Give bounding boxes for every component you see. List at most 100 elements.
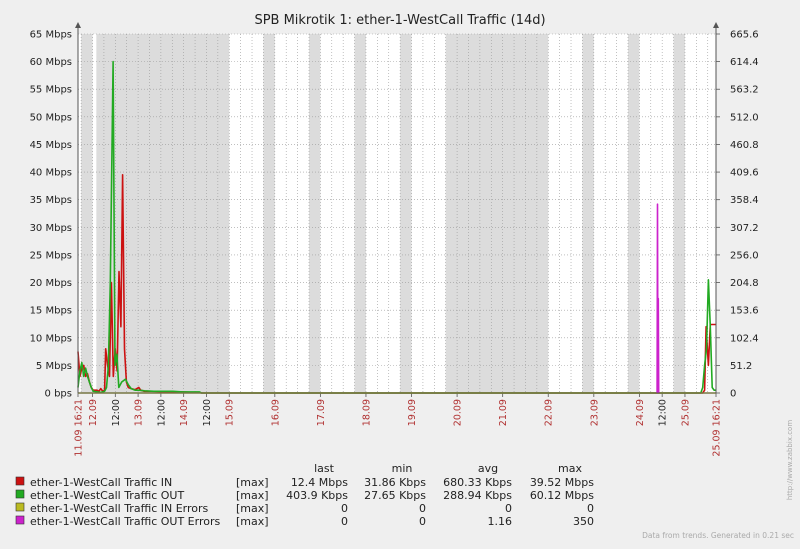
y-left-tick-label: 35 Mbps (30, 195, 72, 206)
grey-band (673, 34, 685, 393)
legend-item-name: ether-1-WestCall Traffic IN (30, 476, 172, 489)
y-left-tick-label: 40 Mbps (30, 168, 72, 179)
y-right-tick-label: 51.2 (730, 361, 752, 372)
legend-header-avg: avg (478, 462, 498, 475)
grey-band (627, 34, 640, 393)
legend-swatch (15, 502, 25, 512)
legend-value-avg: 1.16 (488, 515, 513, 528)
axis-arrow-left (75, 22, 81, 28)
grey-band (354, 34, 366, 393)
y-right-tick-label: 460.8 (730, 140, 759, 151)
legend-header-last: last (314, 462, 335, 475)
legend-value-last: 403.9 Kbps (286, 489, 348, 502)
x-tick-label: 18.09 (361, 399, 372, 426)
legend-item-agg: [max] (236, 502, 269, 515)
grey-band (81, 34, 93, 393)
legend: last min avg max ether-1-WestCall Traffic IN… (15, 462, 594, 528)
legend-swatch (15, 476, 25, 486)
chart-title: SPB Mikrotik 1: ether-1-WestCall Traffic… (254, 13, 545, 28)
series-line (77, 60, 716, 394)
legend-item-agg: [max] (236, 476, 269, 489)
y-left-tick-label: 30 Mbps (30, 223, 72, 234)
y-right-tick-label: 204.8 (730, 278, 759, 289)
legend-header-max: max (558, 462, 582, 475)
y-right-tick-label: 358.4 (730, 195, 759, 206)
y-axis-left: 0 bps 5 Mbps 10 Mbps 15 Mbps 20 Mbps 25 Mbps 3… (30, 30, 72, 400)
grey-band (263, 34, 275, 393)
grey-band (400, 34, 412, 393)
y-right-tick-label: 563.2 (730, 85, 759, 96)
y-right-tick-label: 307.2 (730, 223, 759, 234)
legend-value-avg: 288.94 Kbps (443, 489, 512, 502)
legend-header-min: min (392, 462, 413, 475)
legend-item-name: ether-1-WestCall Traffic OUT (30, 489, 184, 502)
y-left-tick-label: 5 Mbps (36, 361, 72, 372)
x-tick-label: 12.09 (88, 399, 99, 426)
y-left-tick-label: 55 Mbps (30, 85, 72, 96)
x-tick-label: 15.09 (225, 399, 236, 426)
y-left-tick-label: 65 Mbps (30, 30, 72, 41)
x-tick-label: 11.09 16:21 (74, 399, 85, 457)
x-tick-label: 16.09 (270, 399, 281, 426)
y-right-tick-label: 512.0 (730, 112, 759, 123)
legend-value-min: 27.65 Kbps (364, 489, 426, 502)
y-right-tick-label: 614.4 (730, 57, 759, 68)
x-tick-label: 19.09 (407, 399, 418, 426)
grey-band (138, 34, 230, 393)
x-tick-label: 12:00 (111, 399, 122, 426)
legend-value-max: 60.12 Mbps (530, 489, 594, 502)
legend-item-name: ether-1-WestCall Traffic OUT Errors (30, 515, 220, 528)
x-tick-label: 24.09 (635, 399, 646, 426)
x-tick-label: 12:00 (658, 399, 669, 426)
x-tick-label: 20.09 (453, 399, 464, 426)
legend-item-name: ether-1-WestCall Traffic IN Errors (30, 502, 209, 515)
y-right-tick-label: 665.6 (730, 30, 759, 41)
grey-band (445, 34, 549, 393)
side-url-text: http://www.zabbix.com (786, 420, 794, 500)
x-tick-label: 23.09 (589, 399, 600, 426)
y-left-tick-label: 20 Mbps (30, 278, 72, 289)
legend-item-agg: [max] (236, 489, 269, 502)
y-left-tick-label: 10 Mbps (30, 333, 72, 344)
legend-value-avg: 0 (505, 502, 512, 515)
legend-swatch (15, 489, 25, 499)
y-left-tick-label: 45 Mbps (30, 140, 72, 151)
legend-value-max: 39.52 Mbps (530, 476, 594, 489)
legend-item-agg: [max] (236, 515, 269, 528)
y-left-tick-label: 60 Mbps (30, 57, 72, 68)
x-tick-label: 14.09 (179, 399, 190, 426)
x-tick-label: 21.09 (498, 399, 509, 426)
y-left-tick-label: 0 bps (45, 389, 72, 400)
legend-value-last: 0 (341, 515, 348, 528)
y-right-tick-label: 256.0 (730, 250, 759, 261)
plot-axes (75, 22, 719, 394)
legend-swatch (15, 515, 25, 525)
y-right-tick-label: 409.6 (730, 168, 759, 179)
y-left-tick-label: 50 Mbps (30, 112, 72, 123)
x-tick-label: 22.09 (544, 399, 555, 426)
x-tick-label: 25.09 (680, 399, 691, 426)
y-axis-right: 0 51.2 102.4 153.6 204.8 256.0 307.2 358.4 409.6… (716, 30, 759, 400)
axis-arrow-right (713, 22, 719, 28)
y-right-tick-label: 0 (730, 389, 736, 400)
y-right-tick-label: 153.6 (730, 306, 759, 317)
legend-value-avg: 680.33 Kbps (443, 476, 512, 489)
y-left-tick-label: 25 Mbps (30, 250, 72, 261)
x-tick-label: 17.09 (316, 399, 327, 426)
legend-value-last: 0 (341, 502, 348, 515)
x-tick-label: 12:00 (156, 399, 167, 426)
y-right-tick-label: 102.4 (730, 333, 759, 344)
x-tick-label: 25.09 16:21 (712, 399, 723, 457)
legend-value-last: 12.4 Mbps (291, 476, 348, 489)
x-axis: 11.09 16:21 12.09 12:00 13.09 12:00 14.09 12:0… (74, 393, 723, 457)
grey-band (582, 34, 594, 393)
legend-value-max: 0 (587, 502, 594, 515)
x-tick-label: 13.09 (134, 399, 145, 426)
footer-note: Data from trends. Generated in 0.21 sec (642, 531, 794, 540)
y-left-tick-label: 15 Mbps (30, 306, 72, 317)
legend-value-min: 0 (419, 515, 426, 528)
grey-band (308, 34, 321, 393)
x-tick-label: 12:00 (202, 399, 213, 426)
legend-value-max: 350 (573, 515, 594, 528)
